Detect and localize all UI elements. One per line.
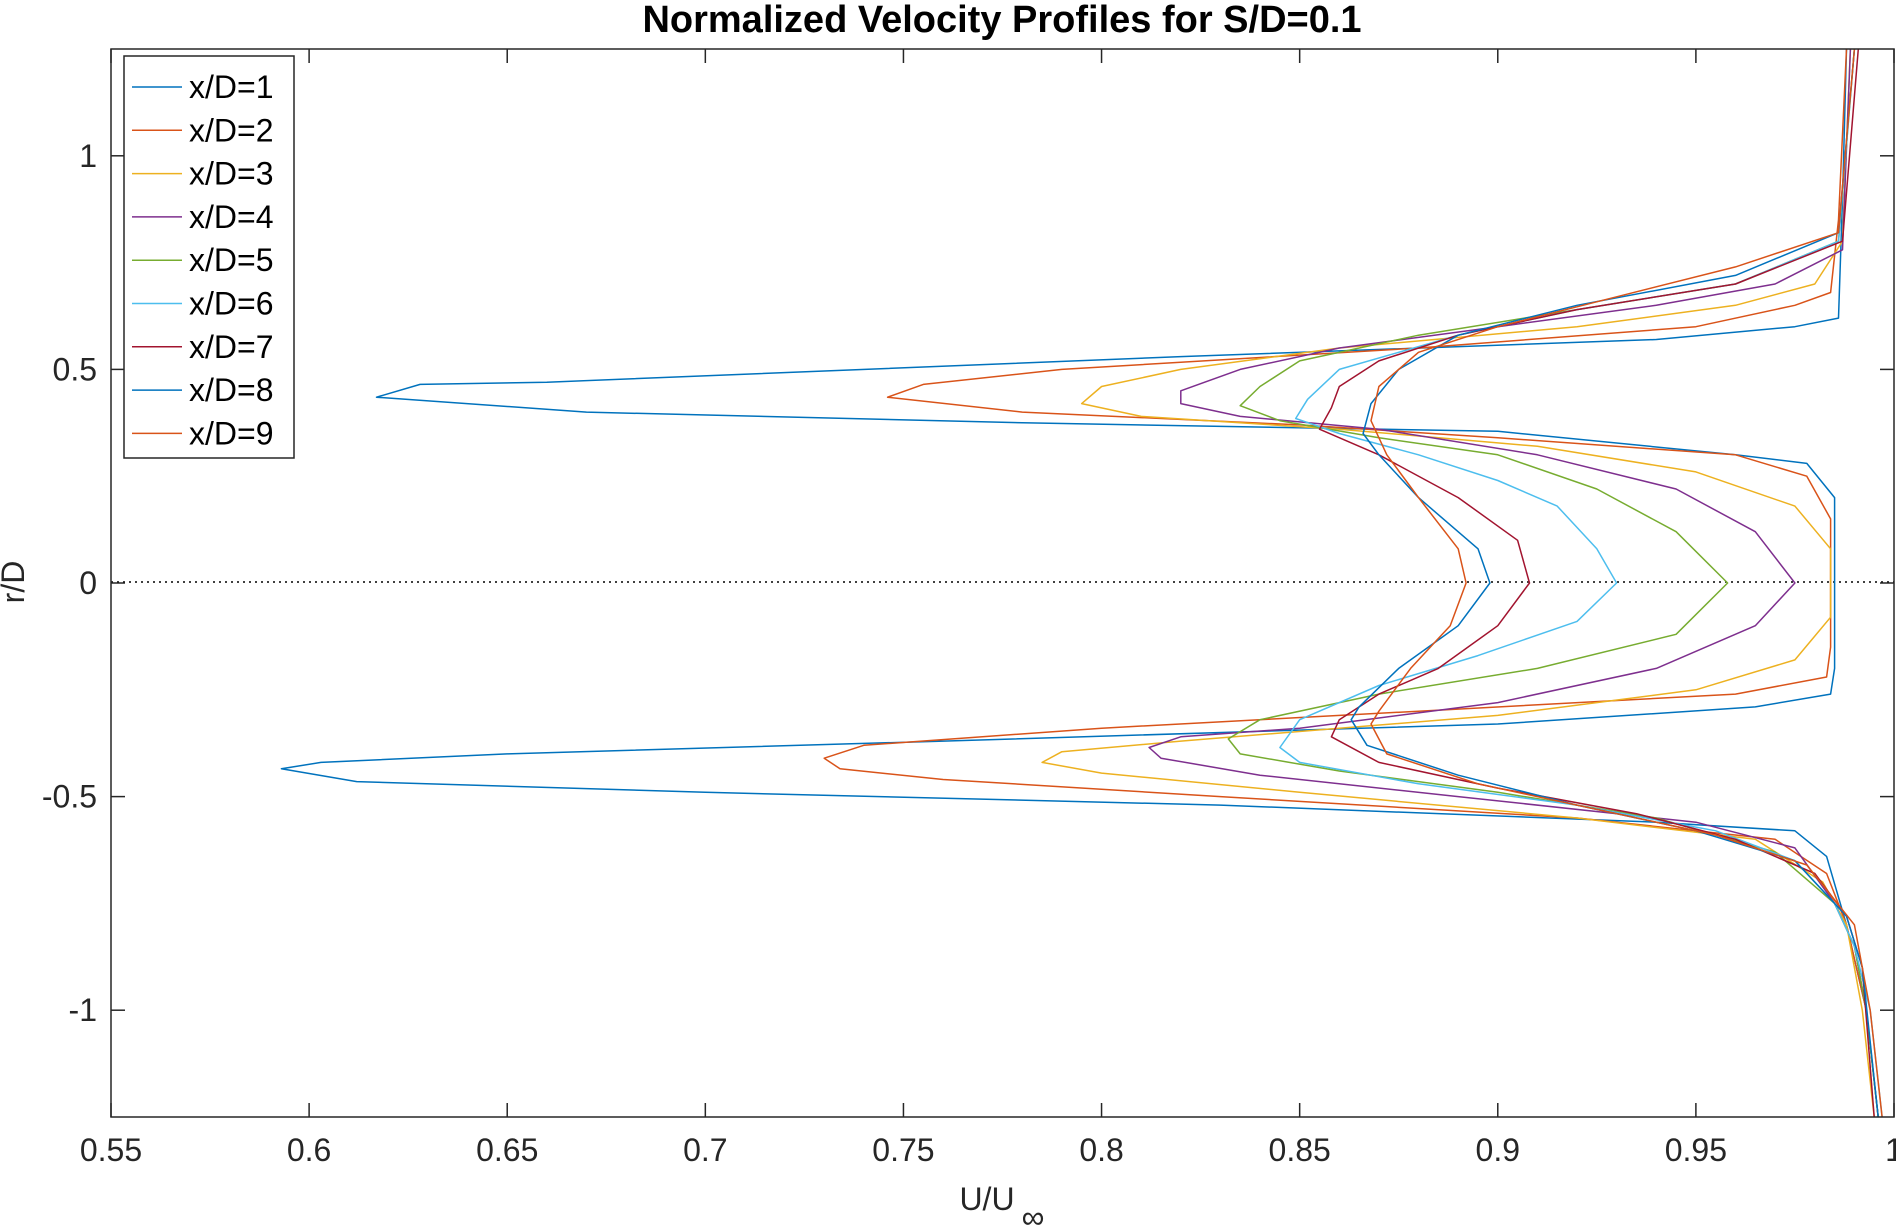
series-line [1370,49,1883,1117]
series-line [1318,49,1875,1117]
legend-label: x/D=9 [189,415,273,451]
y-tick-label: -1 [69,992,97,1028]
legend-label: x/D=4 [189,199,273,235]
legend-label: x/D=8 [189,372,273,408]
legend-label: x/D=5 [189,242,273,278]
legend-label: x/D=2 [189,112,273,148]
x-tick-label: 0.85 [1269,1132,1331,1168]
series-line [1279,49,1883,1117]
legend-box [123,55,295,459]
y-tick-label: 0 [79,565,97,601]
x-axis-label: U/U [959,1181,1014,1217]
x-tick-label: 0.9 [1476,1132,1520,1168]
x-tick-label: 0.6 [287,1132,331,1168]
legend: x/D=1 x/D=2 x/D=3 x/D=4 x/D=5 x/D=6 x/D=7 x/D=8… [123,55,295,459]
legend-label: x/D=1 [189,69,273,105]
legend-label: x/D=3 [189,156,273,192]
y-tick-label: 1 [79,138,97,174]
legend-label: x/D=6 [189,286,273,322]
x-tick-label: 0.65 [476,1132,538,1168]
tick-layer: 0.55 0.6 0.65 0.7 0.75 0.8 0.85 0.9 0.95 1 1 0.5 0 -0… [42,49,1896,1168]
y-tick-label: 0.5 [53,351,97,387]
series-layer [280,49,1883,1117]
series-line [1350,49,1879,1117]
x-tick-label: 1 [1885,1132,1896,1168]
x-tick-label: 0.75 [872,1132,934,1168]
series-line [1148,49,1879,1117]
y-tick-label: -0.5 [42,779,97,815]
x-tick-label: 0.95 [1665,1132,1727,1168]
legend-items: x/D=1 x/D=2 x/D=3 x/D=4 x/D=5 x/D=6 x/D=7 x/D=8… [132,69,273,451]
legend-label: x/D=7 [189,329,273,365]
x-tick-label: 0.7 [683,1132,727,1168]
x-tick-label: 0.55 [80,1132,142,1168]
x-tick-label: 0.8 [1079,1132,1123,1168]
plot-background [111,49,1894,1117]
y-axis-label: r/D [0,561,31,604]
x-axis-label-subscript: ∞ [1022,1199,1045,1230]
chart-title: Normalized Velocity Profiles for S/D=0.1 [642,0,1361,41]
